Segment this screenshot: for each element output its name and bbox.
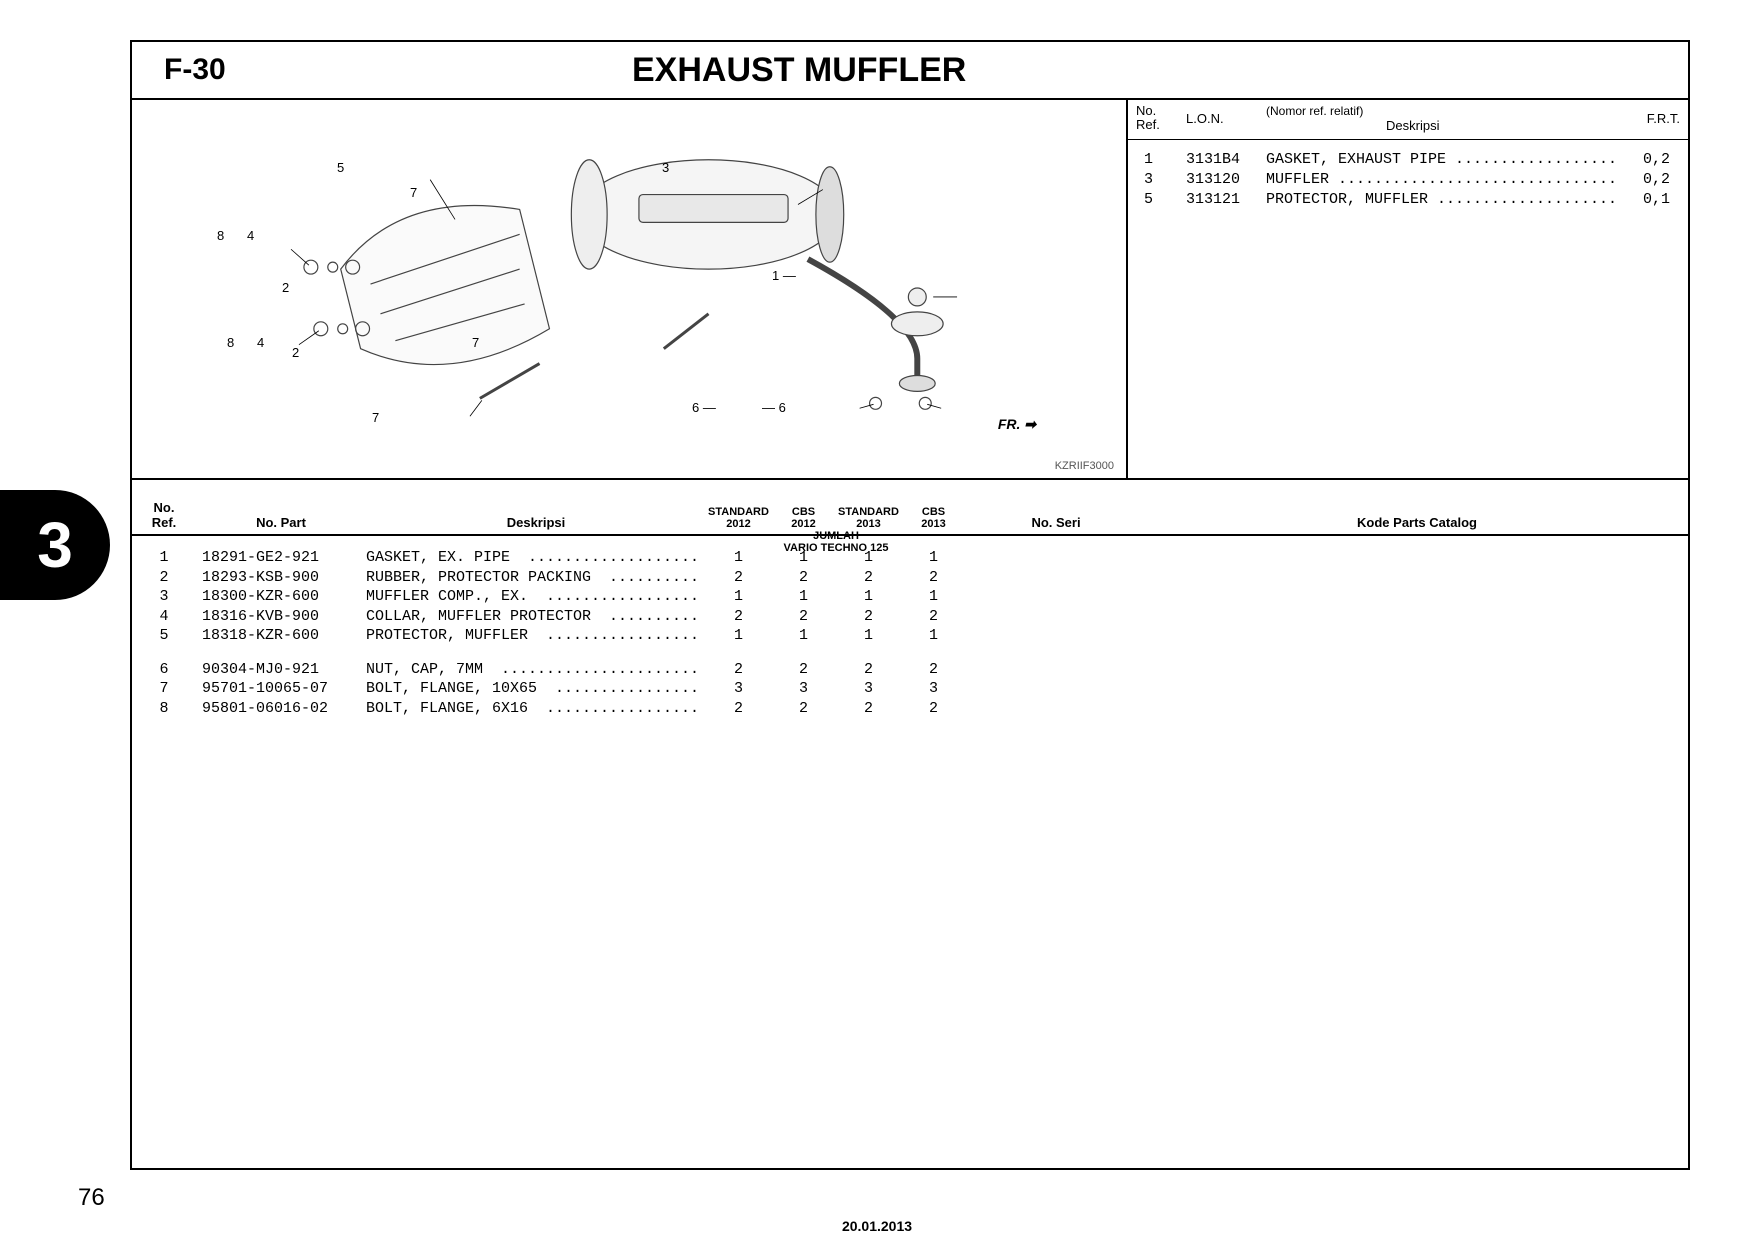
ref-hdr-frt: F.R.T. (1620, 111, 1680, 126)
ref-hdr-lon: L.O.N. (1186, 111, 1266, 126)
callout-2a: 2 (282, 280, 289, 295)
page-frame: F-30 EXHAUST MUFFLER (130, 40, 1690, 1170)
callout-8a: 8 (217, 228, 224, 243)
table-row: 218293-KSB-900RUBBER, PROTECTOR PACKING … (132, 568, 1688, 588)
diagram-area: 1 — 3 5 8 4 8 4 2 2 7 7 7 6 — — 6 FR. ➡ … (132, 100, 1128, 478)
th-model: VARIO TECHNO 125 (706, 542, 966, 554)
th-qty-col: CBS 2013 (901, 506, 966, 530)
exploded-diagram: 1 — 3 5 8 4 8 4 2 2 7 7 7 6 — — 6 (172, 120, 1086, 458)
th-seri: No. Seri (966, 515, 1146, 530)
ref-row: 13131B4GASKET, EXHAUST PIPE ............… (1136, 150, 1680, 170)
section-code: F-30 (132, 53, 572, 87)
table-row: 418316-KVB-900COLLAR, MUFFLER PROTECTOR … (132, 607, 1688, 627)
th-nopart: No. Part (196, 515, 366, 530)
table-row: 895801-06016-02BOLT, FLANGE, 6X16 ......… (132, 699, 1688, 719)
ref-hdr-desc: Deskripsi (1386, 118, 1439, 133)
th-qty-col: CBS 2012 (771, 506, 836, 530)
ref-row: 3313120MUFFLER .........................… (1136, 170, 1680, 190)
th-jumlah: JUMLAH (706, 530, 966, 542)
callout-4a: 4 (247, 228, 254, 243)
ref-hdr-desc-super: (Nomor ref. relatif) (1266, 104, 1363, 118)
section-tab: 3 (0, 490, 110, 600)
callout-6b: — 6 (762, 400, 786, 415)
th-kode: Kode Parts Catalog (1146, 515, 1688, 530)
ref-panel: No. Ref. L.O.N. (Nomor ref. relatif) Des… (1128, 100, 1688, 478)
callout-4b: 4 (257, 335, 264, 350)
callout-3: 3 (662, 160, 669, 175)
parts-table-body: 118291-GE2-921GASKET, EX. PIPE .........… (132, 536, 1688, 718)
table-row: 795701-10065-07BOLT, FLANGE, 10X65 .....… (132, 679, 1688, 699)
th-qty-col: STANDARD 2013 (836, 506, 901, 530)
footer-date: 20.01.2013 (0, 1218, 1754, 1234)
table-row: 518318-KZR-600PROTECTOR, MUFFLER .......… (132, 626, 1688, 646)
upper-block: 1 — 3 5 8 4 8 4 2 2 7 7 7 6 — — 6 FR. ➡ … (132, 100, 1688, 480)
callout-5: 5 (337, 160, 344, 175)
parts-table-header: No. Ref. No. Part Deskripsi JUMLAH VARIO… (132, 480, 1688, 536)
ref-panel-body: 13131B4GASKET, EXHAUST PIPE ............… (1128, 140, 1688, 221)
page-number: 76 (78, 1184, 105, 1212)
ref-hdr-noref: No. Ref. (1136, 104, 1186, 133)
ref-row: 5313121PROTECTOR, MUFFLER ..............… (1136, 190, 1680, 210)
th-qty-col: STANDARD 2012 (706, 506, 771, 530)
callout-7a: 7 (372, 410, 379, 425)
callout-7c: 7 (472, 335, 479, 350)
callout-1: 1 — (772, 268, 796, 283)
callout-6a: 6 — (692, 400, 716, 415)
th-noref: No. Ref. (132, 501, 196, 530)
ref-panel-header: No. Ref. L.O.N. (Nomor ref. relatif) Des… (1128, 100, 1688, 140)
callout-7b: 7 (410, 185, 417, 200)
callout-8b: 8 (227, 335, 234, 350)
fr-arrow: FR. ➡ (998, 416, 1036, 433)
diagram-code: KZRIIF3000 (1055, 460, 1114, 472)
table-row: 690304-MJ0-921NUT, CAP, 7MM ............… (132, 660, 1688, 680)
table-row: 318300-KZR-600MUFFLER COMP., EX. .......… (132, 587, 1688, 607)
th-desc: Deskripsi (366, 515, 706, 530)
section-title: EXHAUST MUFFLER (572, 51, 1688, 90)
callout-2b: 2 (292, 345, 299, 360)
header-row: F-30 EXHAUST MUFFLER (132, 42, 1688, 100)
